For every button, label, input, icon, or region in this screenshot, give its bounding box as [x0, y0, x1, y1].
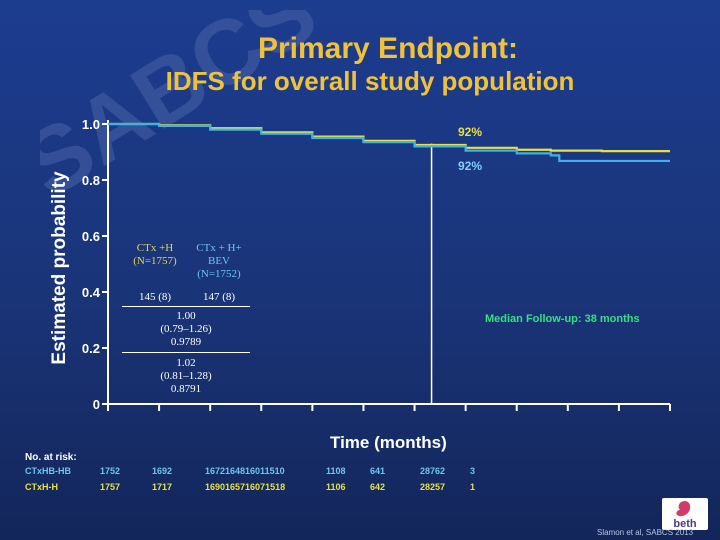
at-risk-cell: 1108	[326, 466, 346, 476]
col1-n: (N=1757)	[133, 255, 177, 267]
at-risk-title: No. at risk:	[25, 452, 77, 463]
y-tick-label-1: 0.2	[82, 341, 100, 356]
hr1-value: 1.00	[176, 310, 196, 322]
hr1-block: 1.00 (0.79–1.26) 0.9789	[122, 310, 250, 349]
at-risk-row-label: CTxH-H	[25, 482, 58, 492]
x-axis-label: Time (months)	[330, 433, 447, 452]
slide-title: Primary Endpoint:	[257, 32, 519, 65]
at-risk-cell: 1690165716071518	[205, 482, 286, 492]
at-risk-cell: 1752	[100, 466, 121, 476]
y-axis-label: Estimated probability	[49, 171, 70, 365]
svg-text:beth: beth	[673, 518, 697, 530]
citation: Slamon et al, SABCS 2013	[597, 528, 694, 537]
km-curve-series-1	[108, 122, 670, 163]
at-risk-cell: 1757	[100, 482, 121, 492]
sabcs-watermark: SABCS	[40, 10, 334, 210]
at-risk-cell: 28762	[420, 466, 446, 476]
events-col1: 145 (8)	[138, 291, 172, 303]
y-tick-label-0: 0	[93, 397, 100, 412]
col2-n: (N=1752)	[197, 268, 241, 280]
y-tick-label-2: 0.4	[82, 285, 101, 300]
hr1-ci: (0.79–1.26)	[160, 323, 212, 335]
divider-2	[122, 352, 250, 353]
yellow-percent-label: 92%	[458, 125, 483, 139]
hr2-block: 1.02 (0.81–1.28) 0.8791	[122, 357, 250, 396]
median-followup-label: Median Follow-up: 38 months	[485, 313, 640, 325]
beth-logo-mark: beth	[673, 501, 697, 530]
at-risk-row-label: CTxHB-HB	[25, 466, 71, 476]
at-risk-cell: 3	[470, 466, 476, 476]
at-risk-cell: 1692	[152, 466, 173, 476]
at-risk-cell: 1106	[326, 482, 346, 492]
slide-subtitle: IDFS for overall study population	[165, 66, 575, 96]
hr1-p: 0.9789	[170, 336, 202, 348]
at-risk-cell: 1672164816011510	[205, 466, 285, 476]
col1-header: CTx +H	[136, 242, 174, 254]
col2-header-bev: BEV	[208, 255, 230, 267]
at-risk-cell: 642	[370, 482, 386, 492]
at-risk-cell: 641	[370, 466, 386, 476]
hr2-p: 0.8791	[170, 383, 202, 395]
divider-1	[122, 306, 250, 307]
y-tick-label-5: 1.0	[82, 117, 100, 132]
blue-percent-label: 92%	[458, 159, 483, 173]
at-risk-cell: 28257	[420, 482, 446, 492]
col2-header: CTx + H+	[196, 242, 242, 254]
beth-logo: beth	[662, 498, 708, 530]
events-col2: 147 (8)	[202, 291, 236, 303]
at-risk-cell: 1	[470, 482, 476, 492]
y-tick-label-4: 0.8	[82, 173, 100, 188]
y-tick-label-3: 0.6	[82, 229, 100, 244]
hr2-value: 1.02	[176, 357, 196, 369]
km-curve-series-0	[108, 122, 670, 153]
at-risk-cell: 1717	[152, 482, 173, 492]
hr2-ci: (0.81–1.28)	[160, 370, 212, 382]
